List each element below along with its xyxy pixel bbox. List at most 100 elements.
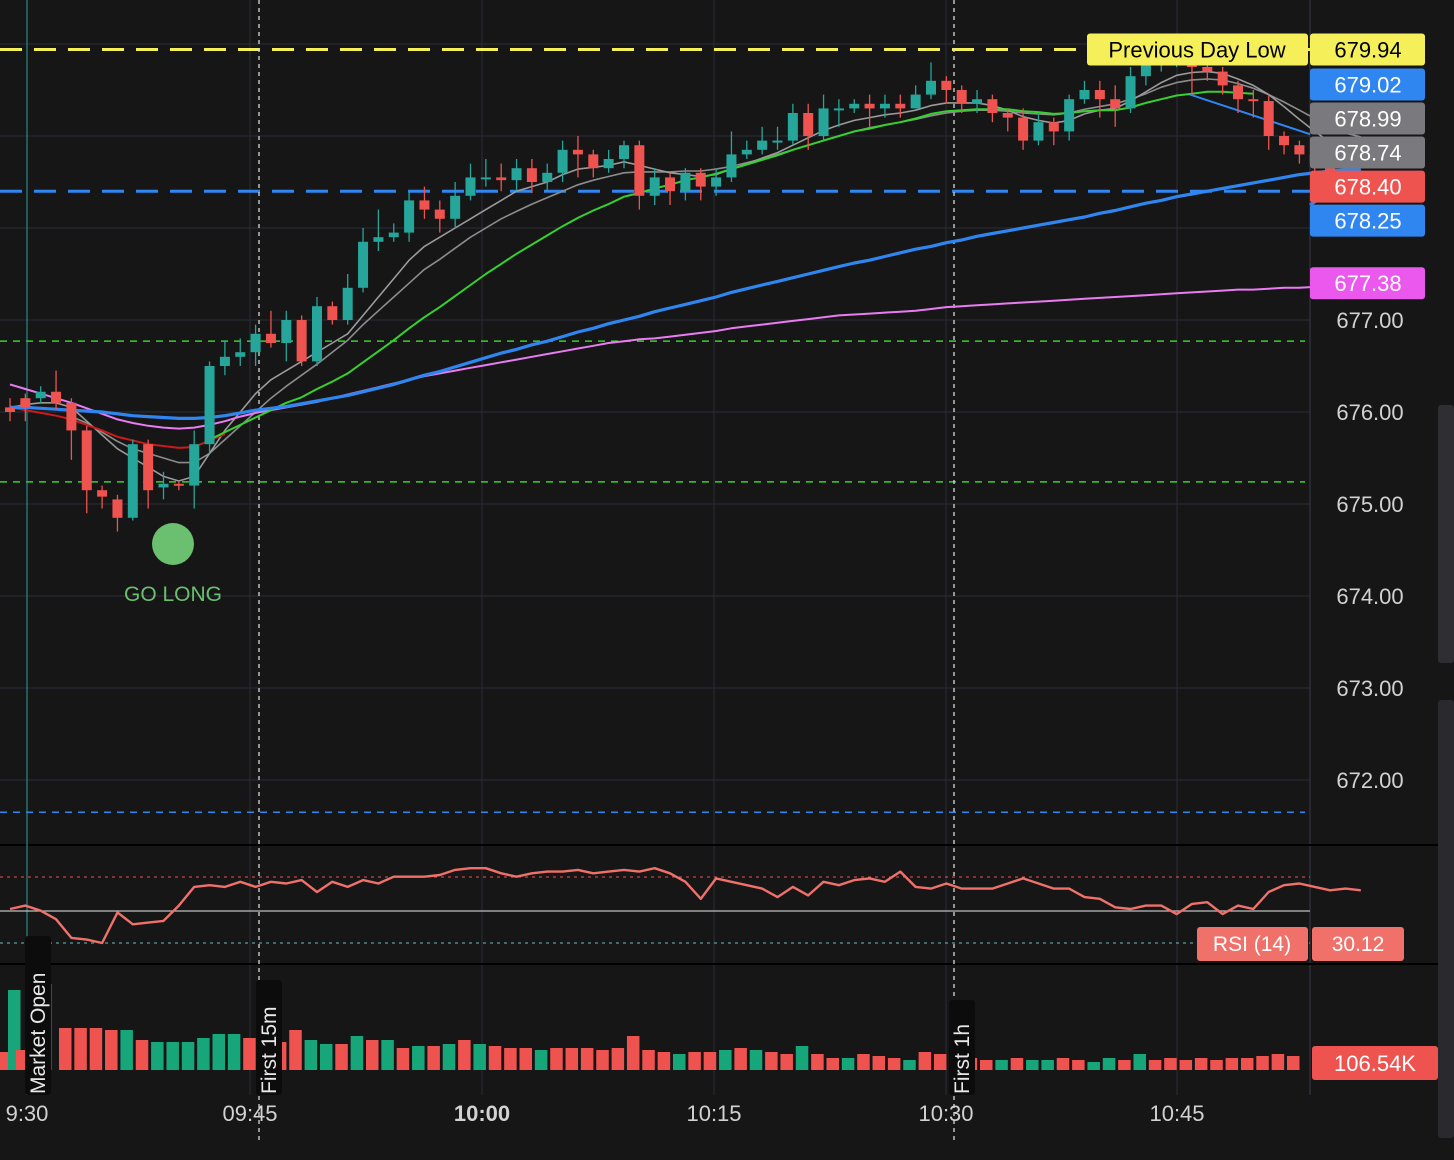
rsi-label: RSI (14) [1213,933,1291,956]
candle-body [158,483,169,488]
candle-body [772,140,783,143]
volume-bar [166,1042,179,1070]
candle-body [1110,99,1121,109]
candle-body [1140,62,1151,77]
volume-bar [335,1044,348,1070]
candle-body [972,99,983,104]
scrollbar[interactable] [1438,405,1454,663]
volume-bar [366,1040,379,1070]
session-marker-tag [256,980,282,1095]
volume-bar [1041,1060,1054,1070]
candle-body [1202,67,1213,72]
candle-body [1018,117,1029,141]
volume-bar [473,1044,486,1070]
candle-body [434,209,445,219]
blue-line-badge [1310,68,1425,101]
volume-value: 106.54K [1334,1051,1416,1076]
candle-body [112,499,123,518]
candle-body [189,444,200,486]
volume-bar [765,1052,778,1070]
candle-body [849,103,860,109]
time-axis[interactable]: 9:30 09:45 10:00 10:15 10:30 10:45 [6,1101,1205,1126]
volume-bar [1010,1058,1024,1070]
volume-bar [918,1052,932,1070]
magenta-line-value: 677.38 [1334,271,1401,296]
rsi-value: 30.12 [1332,933,1385,956]
volume-pane: 106.54K [0,984,1438,1080]
time-tick-label: 10:45 [1149,1101,1204,1126]
prev-day-low-tag [1087,33,1308,66]
time-tick-label: 10:30 [918,1101,973,1126]
candle-body [603,159,614,169]
volume-bar [1133,1054,1146,1070]
volume-value-badge [1312,1046,1438,1080]
red-ema-line [9,406,226,449]
volume-bar [120,1030,133,1070]
candle-body [1263,101,1274,136]
volume-bar [442,1044,456,1070]
candle-body [173,483,184,486]
session-marker-tag [949,1000,975,1095]
volume-bar [1210,1060,1223,1070]
prev-day-low-value: 679.94 [1334,38,1401,63]
scrollbar-lower[interactable] [1438,700,1454,1138]
last-price-value: 678.40 [1334,175,1401,200]
price-tick-label: 677.00 [1336,308,1403,333]
volume-bar [504,1048,517,1070]
candle-body [818,108,829,136]
price-badges: 679.94 Previous Day Low 679.02 678.99 678.74… [1087,33,1425,300]
time-tick-label: 09:45 [222,1101,277,1126]
volume-bar [933,1054,947,1070]
candle-body [542,172,553,182]
volume-bar [657,1052,671,1070]
candle-body [35,391,46,399]
candle-body [5,407,15,412]
gray-line-2-value: 678.74 [1334,141,1401,166]
candle-body [572,149,583,155]
session-marker-label: First 1h [951,1024,974,1094]
volume-bar [519,1048,532,1070]
volume-bar [596,1050,609,1070]
candle-body [1079,90,1090,100]
price-axis[interactable]: 672.00 673.00 674.00 675.00 676.00 677.00 [1336,308,1403,793]
candle-body [97,490,108,497]
volume-bar [197,1038,210,1070]
volume-bar [59,1028,72,1070]
candle-body [649,177,660,196]
time-tick-label: 10:15 [686,1101,741,1126]
volume-bar [304,1040,318,1070]
volume-bar [212,1034,225,1070]
volume-bar [1271,1054,1285,1070]
volume-bar [427,1046,440,1070]
volume-bar [673,1054,686,1070]
candle-body [726,154,737,178]
candle-body [281,320,292,343]
candle-body [480,177,491,180]
candle-body [81,430,92,491]
volume-bar [105,1030,118,1070]
signal-dot [152,523,194,565]
price-tick-label: 674.00 [1336,584,1403,609]
rsi-line [9,867,1361,945]
candle-body [1094,90,1105,100]
candle-body [219,356,230,366]
volume-bar [1194,1058,1208,1070]
volume-bar [89,1028,103,1070]
price-tick-label: 672.00 [1336,768,1403,793]
rsi-label-box [1197,927,1308,961]
price-tick-label: 675.00 [1336,492,1403,517]
candle-body [895,103,906,109]
volume-bar [396,1048,410,1070]
candle-body [388,232,399,238]
candle-body [342,287,353,320]
volume-bar [1072,1060,1085,1070]
candle-body [204,366,215,445]
candle-body [1064,99,1075,132]
volume-bar [1179,1060,1193,1070]
candle-body [588,154,599,169]
volume-bar [1240,1058,1254,1070]
candle-body [757,140,768,150]
volume-bar [1164,1058,1177,1070]
